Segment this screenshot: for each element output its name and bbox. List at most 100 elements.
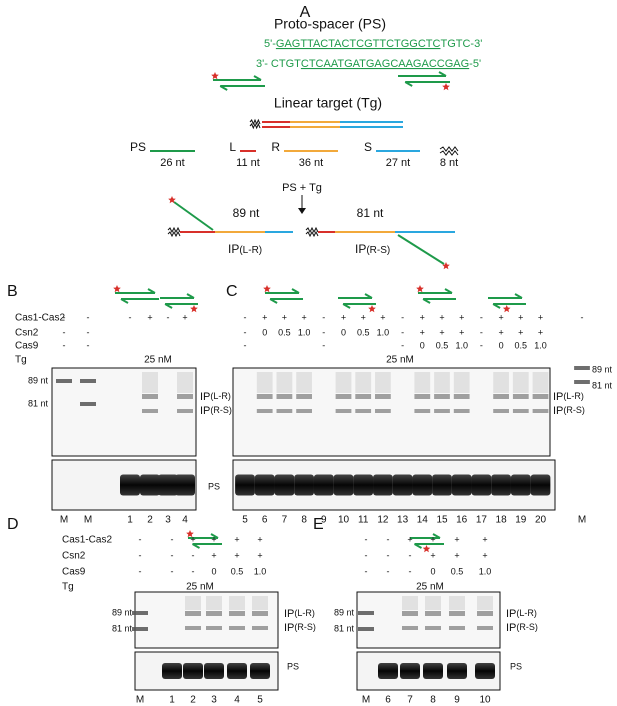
gel-band-ps — [400, 663, 420, 679]
row-label: Cas9 — [62, 567, 86, 578]
overhang — [167, 226, 181, 234]
strand — [404, 81, 413, 87]
gel-band — [453, 394, 470, 399]
gel-band — [132, 611, 148, 615]
condition: 0.5 — [436, 340, 449, 350]
gel-smear — [493, 372, 509, 393]
gel-smear — [512, 372, 529, 393]
product-label: IP(L-R) — [200, 391, 231, 403]
gel-band — [206, 611, 222, 616]
gel-smear — [434, 372, 450, 393]
product-subscript: (L-R) — [294, 608, 315, 618]
condition: + — [538, 312, 543, 322]
lane-label: 7 — [282, 515, 288, 526]
gel-smear — [477, 596, 493, 610]
product-subscript: (L-R) — [516, 608, 537, 618]
strand — [444, 288, 453, 294]
condition: - — [581, 312, 584, 322]
target-title: Linear target (Tg) — [274, 95, 382, 111]
sequence: 5'-GAGTTACTACTCGTTCTGGCTCTGTC-3' — [264, 38, 482, 50]
seq-part: GAGTTACTACTCGTTCTGGCTC — [276, 38, 441, 50]
product-label: IP(R-S) — [506, 622, 538, 634]
gel-band — [256, 409, 273, 413]
gel-band-ps — [227, 663, 247, 679]
condition: 0.5 — [451, 566, 464, 576]
gel-band-ps — [491, 474, 511, 496]
product-name: IP — [200, 391, 210, 403]
panel-letter: E — [313, 516, 324, 533]
lane-label: 9 — [454, 695, 460, 706]
lane-label: 4 — [182, 515, 188, 526]
row-label: Tg — [15, 355, 27, 366]
condition: - — [387, 534, 390, 544]
gel-band — [296, 409, 312, 413]
condition: 0 — [211, 566, 216, 576]
condition: - — [401, 312, 404, 322]
condition: + — [380, 312, 385, 322]
segment-name: PS — [130, 140, 146, 154]
lane-label: 6 — [385, 695, 391, 706]
gel-band — [132, 627, 148, 631]
gel-band-ps — [183, 663, 203, 679]
condition: - — [480, 327, 483, 337]
row-label: Tg — [62, 582, 74, 593]
marker-label: 89 nt — [334, 607, 355, 617]
strand — [186, 293, 195, 299]
product-subscript: (R-S) — [294, 622, 316, 632]
gel-band — [355, 409, 372, 413]
lane-label: M — [578, 515, 586, 526]
condition: + — [482, 550, 487, 560]
product-name: IP — [228, 242, 239, 256]
gel-band — [449, 611, 465, 616]
strand — [219, 85, 228, 91]
product-label: IP(L-R) — [506, 608, 537, 620]
seq-part: 3'- CTGT — [256, 58, 301, 70]
condition: + — [459, 327, 464, 337]
condition: - — [139, 566, 142, 576]
overhang — [249, 118, 261, 126]
gel-band — [56, 379, 72, 383]
gel-band-ps — [120, 474, 140, 496]
condition: - — [63, 327, 66, 337]
condition: - — [63, 312, 66, 322]
gel-band — [256, 394, 273, 399]
lane-label: 11 — [358, 515, 369, 526]
condition: - — [171, 534, 174, 544]
condition: + — [459, 312, 464, 322]
seq-part: -5' — [469, 58, 481, 70]
lane-label: 5 — [242, 515, 248, 526]
strand — [414, 543, 422, 549]
gel-band — [80, 379, 96, 383]
gel-band — [276, 409, 293, 413]
gel-band — [414, 409, 431, 413]
gel-band-ps — [158, 474, 178, 496]
gel-smear — [185, 596, 201, 610]
segment-length: 27 nt — [386, 157, 410, 169]
condition: + — [439, 312, 444, 322]
condition: - — [129, 312, 132, 322]
gel-band-ps — [475, 663, 495, 679]
sequence: 3'- CTGTCTCAATGATGAGCAAGACCGAG-5' — [256, 58, 481, 70]
lane-label: 12 — [377, 515, 389, 526]
gel-band — [142, 394, 158, 399]
gel-band — [449, 626, 465, 630]
product-subscript: (R-S) — [210, 405, 232, 415]
condition: 0 — [262, 327, 267, 337]
lane-label: 8 — [301, 515, 307, 526]
lane-label: 14 — [417, 515, 429, 526]
condition: - — [87, 312, 90, 322]
condition: - — [244, 340, 247, 350]
gel-band-ps — [392, 474, 413, 496]
condition: - — [365, 566, 368, 576]
condition: + — [190, 534, 195, 544]
product-name: IP — [506, 608, 516, 620]
condition: - — [387, 566, 390, 576]
strand — [269, 298, 278, 304]
concentration: 25 nM — [416, 582, 444, 593]
label-star — [502, 305, 511, 313]
strand — [364, 293, 373, 299]
gel-band-ps — [175, 474, 195, 496]
segment-length: 36 nt — [299, 157, 323, 169]
gel-smear — [532, 372, 549, 393]
condition: 0 — [499, 340, 504, 350]
